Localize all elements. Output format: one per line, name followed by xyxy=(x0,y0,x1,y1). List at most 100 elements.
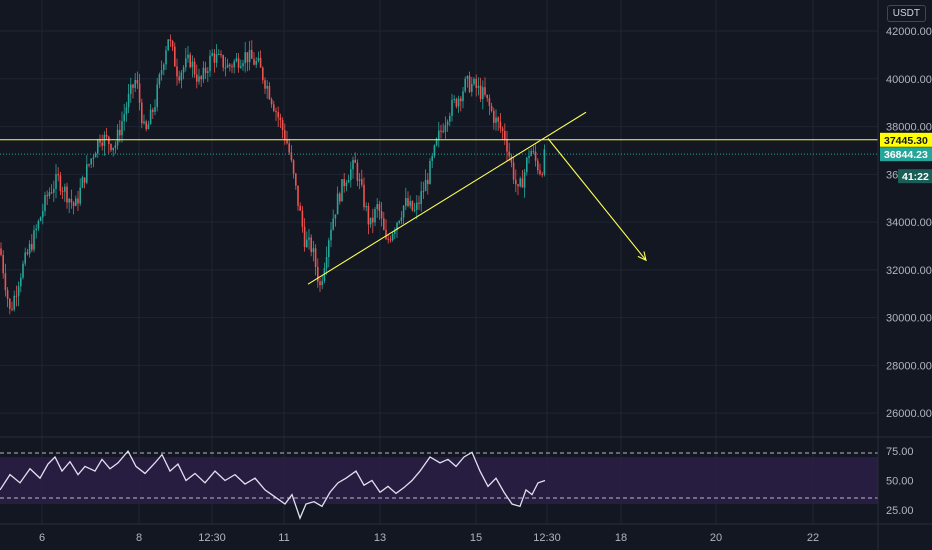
candle-body xyxy=(185,58,187,68)
candle-body xyxy=(405,198,407,206)
candle-body xyxy=(453,98,455,100)
candle-body xyxy=(105,134,108,137)
candle-body xyxy=(31,244,33,250)
candle-body xyxy=(28,244,31,254)
candle-body xyxy=(301,210,304,227)
candle-body xyxy=(39,217,42,221)
candle-body xyxy=(6,290,9,299)
currency-selector-button[interactable]: USDT xyxy=(886,5,926,22)
candle-body xyxy=(68,198,70,203)
candle-body xyxy=(24,252,26,264)
candle-body xyxy=(497,117,499,122)
candle-body xyxy=(163,64,165,71)
candle-body xyxy=(468,76,471,92)
candle-body xyxy=(154,107,156,112)
candle-body xyxy=(317,266,319,282)
candle-body xyxy=(53,188,55,193)
candle-body xyxy=(462,91,464,102)
candle-body xyxy=(279,117,282,121)
candle-body xyxy=(273,104,275,111)
candle-body xyxy=(517,184,519,187)
candle-body xyxy=(20,277,22,287)
projection-arrow[interactable] xyxy=(547,138,647,262)
candle-body xyxy=(482,87,484,99)
price-tick-label: 42000.00 xyxy=(886,26,932,38)
candle-body xyxy=(77,198,79,204)
candle-body xyxy=(121,121,123,136)
level-price-label: 37445.30 xyxy=(884,135,928,147)
candle-body xyxy=(248,50,251,63)
candle-body xyxy=(187,54,189,59)
candle-body xyxy=(22,263,24,278)
time-tick-label: 12:30 xyxy=(533,532,561,544)
candle-body xyxy=(354,159,356,163)
candle-body xyxy=(389,239,392,241)
candle-body xyxy=(343,179,345,187)
candle-body xyxy=(204,67,207,73)
candle-body xyxy=(347,180,350,183)
candle-body xyxy=(541,174,543,176)
candle-body xyxy=(510,156,513,163)
candle-body xyxy=(246,52,249,63)
time-tick-label: 18 xyxy=(615,532,627,544)
candle-body xyxy=(108,136,110,145)
candle-body xyxy=(277,112,279,118)
price-tick-label: 40000.00 xyxy=(886,74,932,86)
candle-body xyxy=(130,84,132,94)
candle-body xyxy=(455,98,458,107)
candle-body xyxy=(295,173,297,186)
price-axis[interactable]: 42000.0040000.0038000.0036000.0034000.00… xyxy=(886,26,932,420)
candle-body xyxy=(229,64,231,67)
candle-body xyxy=(59,175,62,192)
candle-body xyxy=(367,206,370,225)
candle-body xyxy=(435,138,438,146)
candle-body xyxy=(37,220,40,229)
candle-body xyxy=(196,74,198,82)
candle-body xyxy=(224,67,227,69)
price-tick-label: 38000.00 xyxy=(886,122,932,134)
support-trendline[interactable] xyxy=(307,111,587,285)
candle-body xyxy=(328,240,330,258)
candle-body xyxy=(259,57,262,68)
candle-body xyxy=(145,121,147,130)
candle-body xyxy=(134,80,136,88)
price-tick-label: 34000.00 xyxy=(886,217,932,229)
candle-body xyxy=(508,151,510,157)
candle-body xyxy=(79,187,81,204)
candle-body xyxy=(125,107,128,115)
candle-body xyxy=(484,87,486,95)
candle-body xyxy=(158,74,161,85)
candle-body xyxy=(237,58,240,68)
rsi-axis[interactable]: 75.00 50.00 25.00 xyxy=(886,446,914,517)
candle-body xyxy=(376,204,378,210)
candle-body xyxy=(310,237,312,253)
candle-body xyxy=(4,273,7,291)
candle-body xyxy=(127,93,130,108)
candle-body xyxy=(526,157,528,173)
candle-body xyxy=(519,178,521,187)
candle-body xyxy=(70,198,73,203)
candle-body xyxy=(55,174,57,189)
candle-body xyxy=(431,155,433,161)
candle-body xyxy=(420,191,422,204)
level-price-tag: 37445.30 xyxy=(880,132,932,147)
candle-body xyxy=(160,70,163,75)
candle-body xyxy=(81,177,84,188)
candle-body xyxy=(215,54,218,63)
candle-body xyxy=(488,98,491,106)
price-candles xyxy=(0,34,546,315)
price-tick-label: 32000.00 xyxy=(886,265,932,277)
candle-body xyxy=(495,117,497,123)
candle-body xyxy=(66,186,68,203)
candle-body xyxy=(416,202,418,210)
candle-body xyxy=(422,191,425,193)
candle-body xyxy=(504,130,506,140)
last-price-tag: 36844.23 xyxy=(880,147,932,162)
candle-body xyxy=(479,85,482,99)
candle-body xyxy=(99,139,101,143)
candle-body xyxy=(143,121,145,124)
time-axis[interactable]: 6 8 12:30 11 13 15 12:30 18 20 22 xyxy=(39,532,819,544)
rsi-line xyxy=(0,449,546,520)
candle-body xyxy=(149,109,152,125)
